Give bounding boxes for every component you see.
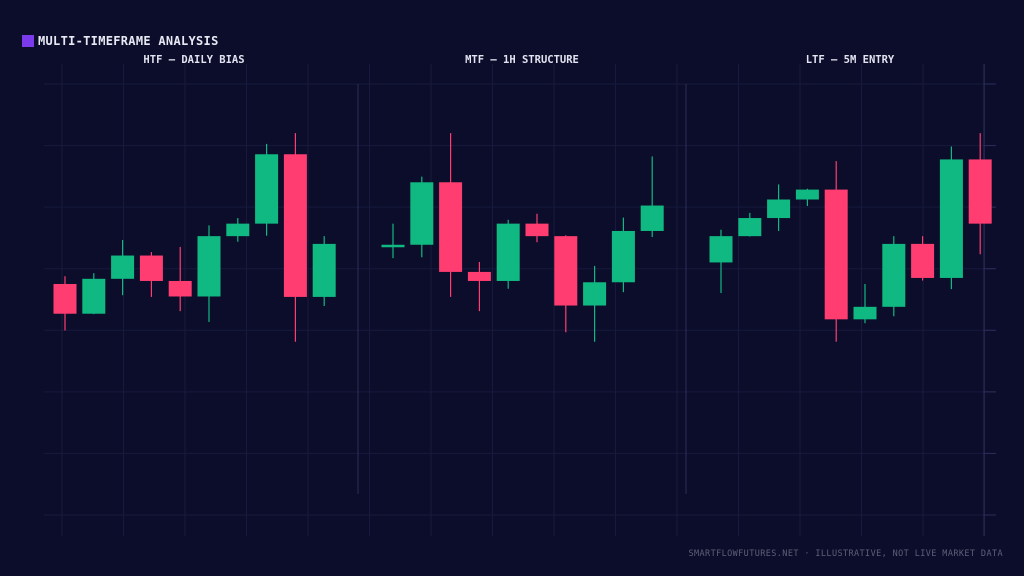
brand-square-icon (22, 35, 34, 47)
candle-body-bullish (197, 236, 221, 297)
candle-body-bearish (283, 154, 307, 297)
candle-body-bullish (853, 306, 877, 320)
candle-body-bullish (255, 154, 279, 224)
page-title: MULTI-TIMEFRAME ANALYSIS (38, 34, 219, 48)
candle-body-bullish (410, 182, 434, 245)
candle-body-bearish (139, 255, 163, 281)
htf-panel-title: HTF — DAILY BIAS (143, 54, 245, 66)
candle-body-bullish (312, 243, 336, 297)
candle-body-bearish (525, 223, 549, 237)
ltf-panel-title: LTF — 5M ENTRY (805, 54, 895, 66)
candle-body-bearish (439, 182, 463, 272)
footer-disclaimer: SMARTFLOWFUTURES.NET · ILLUSTRATIVE, NOT… (688, 549, 1003, 559)
candle-body-bullish (381, 244, 405, 248)
candle-body-bullish (583, 282, 607, 306)
candle-body-bearish (53, 283, 77, 314)
chart-header: MULTI-TIMEFRAME ANALYSIS (22, 34, 219, 48)
candle-body-bullish (496, 223, 520, 281)
candle-body-bullish (611, 230, 635, 283)
candle-body-bullish (226, 223, 250, 237)
candle-body-bullish (640, 205, 664, 231)
candle-body-bearish (168, 280, 192, 297)
candle-body-bullish (111, 255, 135, 279)
candle-body-bullish (795, 189, 819, 200)
candle-body-bearish (824, 189, 848, 320)
candle-body-bullish (767, 199, 791, 219)
mtf-panel-title: MTF — 1H STRUCTURE (465, 54, 579, 66)
candle-body-bearish (911, 243, 935, 278)
candle-body-bullish (882, 243, 906, 307)
candle-body-bullish (82, 278, 106, 314)
candle-body-bearish (467, 271, 491, 281)
candle-body-bullish (939, 159, 963, 278)
candle-body-bearish (968, 159, 992, 224)
candle-body-bearish (554, 236, 578, 306)
candle-body-bullish (738, 218, 762, 237)
candle-body-bullish (709, 236, 733, 263)
